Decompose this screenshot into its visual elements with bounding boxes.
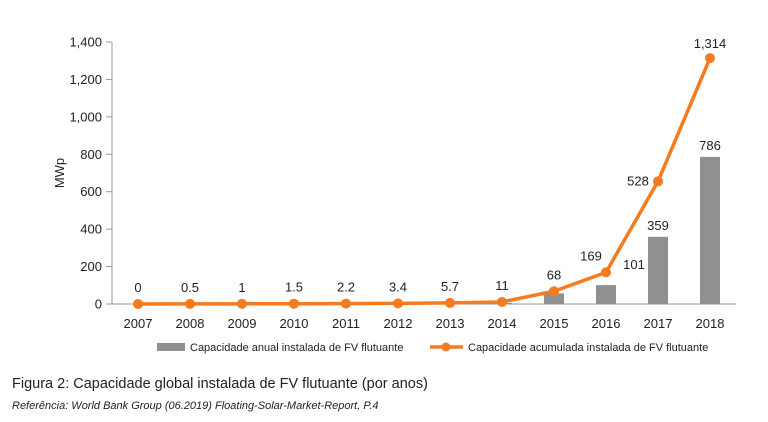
chart: 0 200 400 600 800 1,000 1,200 1,400 MWp 2007 2008 2… bbox=[52, 35, 736, 354]
line-label-2014: 11 bbox=[495, 278, 509, 293]
line-label-2010: 1.5 bbox=[285, 280, 303, 295]
x-tick-label: 2016 bbox=[592, 316, 621, 331]
line-point-2018 bbox=[705, 53, 715, 64]
line-point-2015 bbox=[549, 286, 559, 297]
x-tick-label: 2010 bbox=[280, 316, 309, 331]
x-tick-label: 2012 bbox=[384, 316, 413, 331]
legend-line-marker bbox=[441, 342, 451, 352]
line-label-2011: 2.2 bbox=[337, 280, 355, 295]
y-tick-label: 200 bbox=[80, 259, 102, 274]
y-tick-label: 0 bbox=[95, 297, 102, 312]
line-point-2008 bbox=[185, 298, 195, 309]
line-label-2013: 5.7 bbox=[441, 279, 459, 294]
x-tick-label: 2009 bbox=[228, 316, 257, 331]
line-point-2016 bbox=[601, 267, 611, 278]
line-point-2012 bbox=[393, 298, 403, 309]
line-point-2009 bbox=[237, 298, 247, 309]
x-tick-label: 2008 bbox=[176, 316, 205, 331]
x-tick-label: 2018 bbox=[696, 316, 725, 331]
y-tick-label: 1,200 bbox=[69, 72, 102, 87]
bar-label-2018: 786 bbox=[699, 138, 721, 153]
y-axis-label: MWp bbox=[52, 158, 67, 188]
y-tick-label: 1,000 bbox=[69, 109, 102, 124]
line-label-2007: 0 bbox=[134, 280, 141, 295]
line-point-2013 bbox=[445, 297, 455, 308]
bar-2016 bbox=[596, 285, 616, 304]
bar-label-2016: 101 bbox=[623, 257, 645, 272]
y-tick-label: 800 bbox=[80, 147, 102, 162]
x-tick-label: 2013 bbox=[436, 316, 465, 331]
x-tick-label: 2011 bbox=[332, 316, 360, 331]
line-label-2018: 1,314 bbox=[694, 36, 727, 51]
line-label-2015: 68 bbox=[547, 267, 561, 282]
x-tick-label: 2014 bbox=[488, 316, 517, 331]
line-label-2017: 528 bbox=[627, 173, 649, 188]
legend-bar-swatch bbox=[157, 343, 185, 351]
bar-2018 bbox=[700, 156, 720, 304]
bar-2017 bbox=[648, 236, 668, 304]
legend-line-label: Capacidade acumulada instalada de FV flu… bbox=[468, 342, 708, 354]
line-point-2010 bbox=[289, 298, 299, 309]
line-point-2017 bbox=[653, 176, 663, 187]
figure-reference: Referência: World Bank Group (06.2019) F… bbox=[12, 400, 379, 412]
cumulative-line bbox=[137, 57, 712, 306]
y-tick-label: 1,400 bbox=[69, 35, 102, 50]
y-tick-label: 600 bbox=[80, 184, 102, 199]
line-label-2008: 0.5 bbox=[181, 280, 199, 295]
line-label-2012: 3.4 bbox=[389, 279, 407, 294]
line-point-2011 bbox=[341, 298, 351, 309]
bar-2015 bbox=[544, 293, 564, 304]
bar-label-2017: 359 bbox=[647, 218, 669, 233]
line-point-2007 bbox=[133, 299, 143, 309]
figure-caption: Figura 2: Capacidade global instalada de… bbox=[12, 376, 428, 392]
x-tick-label: 2007 bbox=[124, 316, 153, 331]
x-tick-label: 2015 bbox=[540, 316, 569, 331]
y-tick-label: 400 bbox=[80, 222, 102, 237]
line-label-2009: 1 bbox=[238, 280, 245, 295]
x-tick-label: 2017 bbox=[644, 316, 673, 331]
legend-bar-label: Capacidade anual instalada de FV flutuan… bbox=[190, 342, 403, 354]
line-label-2016: 169 bbox=[580, 248, 602, 263]
line-point-2014 bbox=[497, 296, 507, 307]
